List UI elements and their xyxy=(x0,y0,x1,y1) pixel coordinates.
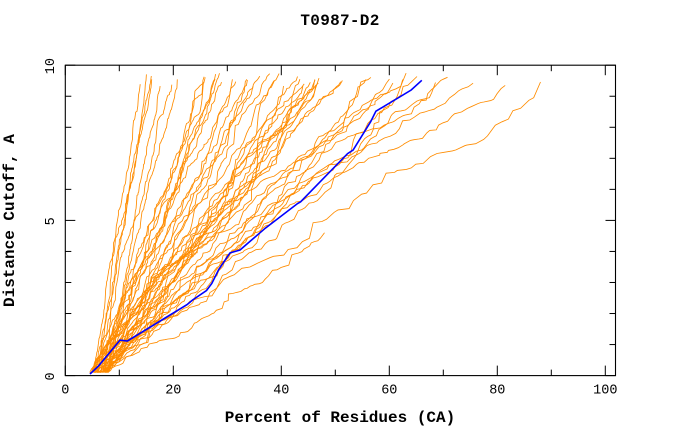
svg-text:5: 5 xyxy=(44,217,59,225)
svg-text:60: 60 xyxy=(381,384,397,399)
svg-text:0: 0 xyxy=(61,384,69,399)
svg-text:0: 0 xyxy=(44,372,59,380)
svg-text:100: 100 xyxy=(593,384,617,399)
svg-text:20: 20 xyxy=(165,384,181,399)
svg-text:40: 40 xyxy=(273,384,289,399)
svg-text:80: 80 xyxy=(489,384,505,399)
svg-text:10: 10 xyxy=(44,58,59,74)
